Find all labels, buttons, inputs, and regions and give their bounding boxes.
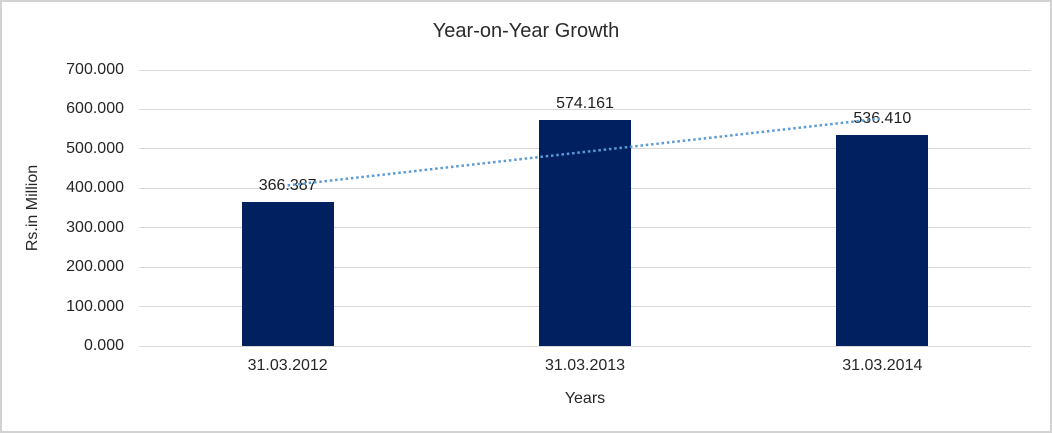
bar <box>539 119 631 346</box>
y-tick-label: 500.000 <box>66 139 124 157</box>
bar <box>836 134 929 346</box>
y-axis-title: Rs.in Million <box>24 164 41 252</box>
y-tick-label: 600.000 <box>66 100 124 118</box>
x-axis-title: Years <box>564 390 606 407</box>
y-tick-label: 400.000 <box>66 179 124 197</box>
bar <box>241 201 334 346</box>
chart-title: Year-on-Year Growth <box>432 20 620 42</box>
bar-data-label: 574.161 <box>556 94 614 112</box>
bar-data-label: 536.410 <box>853 109 912 127</box>
y-tick-label: 200.000 <box>66 258 124 276</box>
bar-data-label: 366.387 <box>258 176 317 194</box>
y-tick-label: 0.000 <box>83 337 124 354</box>
y-tick-label: 700.000 <box>66 61 124 78</box>
plot-area: 366.387 574.161 536.410 <box>139 69 1031 347</box>
x-tick-label: 31.03.2014 <box>842 357 923 374</box>
x-tick-label: 31.03.2012 <box>247 357 328 374</box>
x-tick-label: 31.03.2013 <box>544 357 626 374</box>
gridline <box>139 69 1031 71</box>
y-tick-label: 300.000 <box>66 218 124 236</box>
y-tick-label: 100.000 <box>66 297 124 315</box>
